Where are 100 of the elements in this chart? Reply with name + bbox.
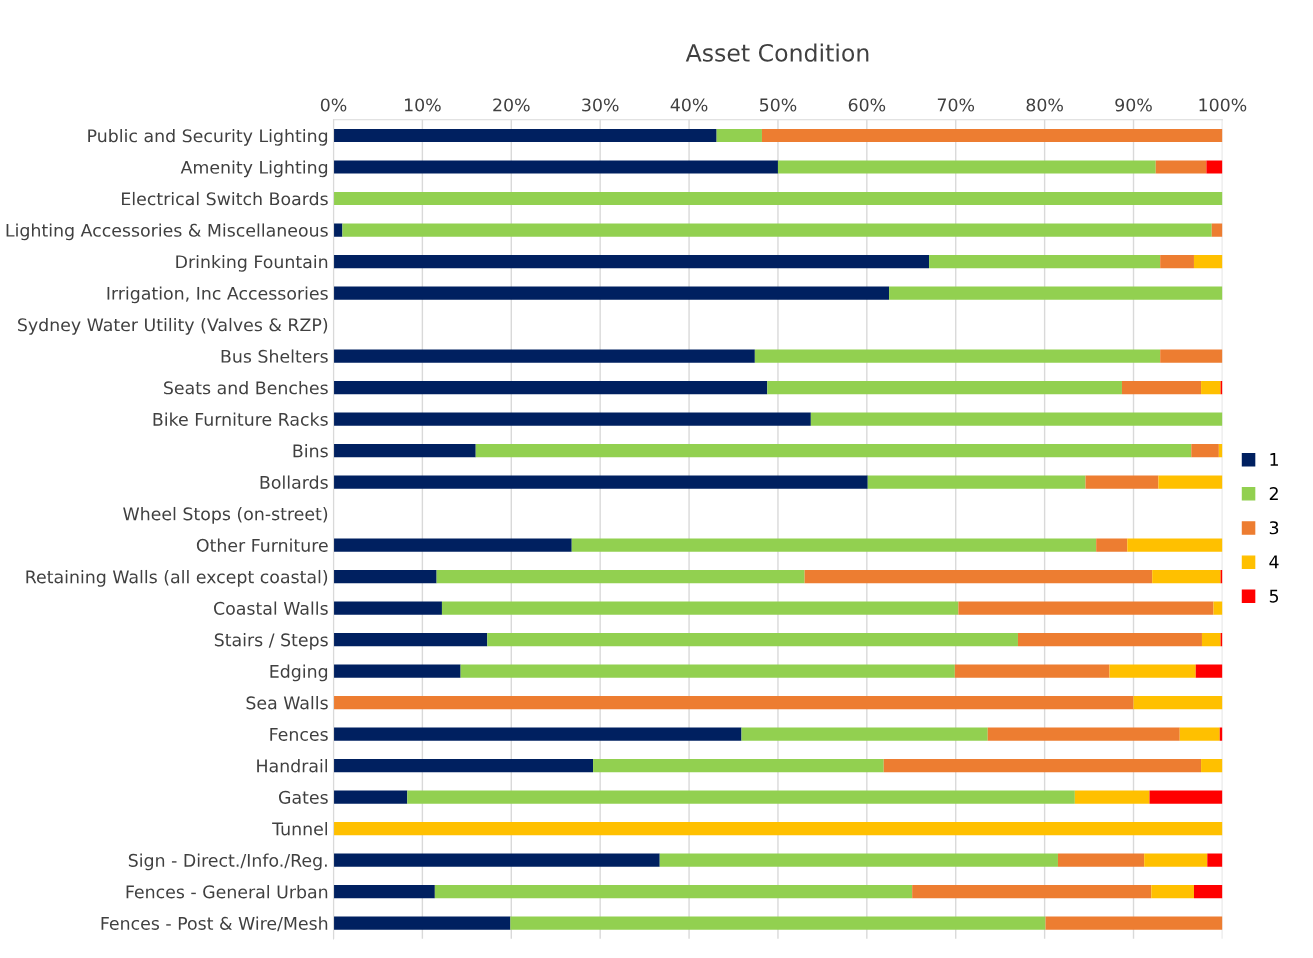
x-tick-label: 70% <box>937 98 975 112</box>
legend-label: 4 <box>1269 555 1279 569</box>
y-tick-label: Seats and Benches <box>164 380 328 395</box>
y-tick-label: Bins <box>293 443 328 458</box>
bar <box>883 758 1202 773</box>
y-tick-label: Fences - General Urban <box>126 884 328 899</box>
bar <box>1133 695 1223 710</box>
bar <box>867 475 1086 489</box>
bar <box>1127 538 1223 552</box>
bar <box>487 632 1018 647</box>
bar <box>333 223 343 237</box>
bar <box>1158 475 1223 489</box>
y-tick-label: Sea Walls <box>246 695 328 710</box>
bar <box>460 664 955 678</box>
bar <box>333 286 890 300</box>
bar <box>912 884 1152 899</box>
y-tick-label: Sydney Water Utility (Valves & RZP) <box>18 317 328 335</box>
bar <box>1017 632 1202 647</box>
y-tick-label: Bus Shelters <box>221 349 328 363</box>
x-tick-label: 60% <box>848 98 886 112</box>
bar <box>1213 601 1223 615</box>
bar <box>1160 254 1194 269</box>
x-tick-label: 100% <box>1199 98 1247 112</box>
legend-label: 1 <box>1270 453 1278 466</box>
y-tick-label: Amenity Lighting <box>180 160 328 178</box>
y-tick-label: Stairs / Steps <box>214 632 328 650</box>
bar <box>1057 853 1145 867</box>
bar <box>1201 632 1221 647</box>
y-tick-label: Handrail <box>257 758 328 773</box>
bar <box>1201 758 1223 773</box>
bar <box>333 727 742 741</box>
bar <box>1109 664 1196 678</box>
bar <box>333 569 437 584</box>
bar <box>1045 916 1223 930</box>
legend-label: 2 <box>1269 487 1278 500</box>
bar <box>333 380 768 395</box>
x-tick-label: 90% <box>1115 98 1152 112</box>
bar <box>761 128 1223 143</box>
bar <box>1207 853 1223 867</box>
bar <box>333 349 755 363</box>
bar <box>1096 538 1128 552</box>
bar <box>767 380 1122 395</box>
y-tick-label: Other Furniture <box>196 538 328 552</box>
bar <box>333 538 572 552</box>
bar <box>333 601 442 615</box>
bar <box>1193 884 1223 899</box>
bar <box>333 695 1134 710</box>
bar <box>333 916 511 930</box>
bar <box>1191 443 1219 458</box>
bar <box>659 853 1058 867</box>
legend-label: 3 <box>1269 521 1279 535</box>
y-tick-label: Edging <box>270 664 328 682</box>
bar <box>1121 380 1202 395</box>
bar <box>333 853 660 867</box>
y-tick-label: Coastal Walls <box>214 601 328 615</box>
bar <box>571 538 1097 552</box>
bar <box>1201 380 1221 395</box>
bar <box>804 569 1153 584</box>
y-tick-label: Fences <box>270 728 328 741</box>
bar <box>1152 569 1221 584</box>
bar <box>407 790 1075 804</box>
bar <box>342 223 1212 237</box>
bar <box>1206 160 1223 174</box>
bar <box>1151 884 1194 899</box>
bar <box>958 601 1214 615</box>
bar <box>889 286 1223 300</box>
y-tick-label: Public and Security Lighting <box>88 128 328 146</box>
bar <box>754 349 1161 363</box>
bar <box>333 475 868 489</box>
bar <box>333 632 488 647</box>
y-tick-label: Irrigation, Inc Accessories <box>107 286 328 304</box>
bar <box>333 191 1223 206</box>
bar <box>1085 475 1159 489</box>
y-tick-label: Wheel Stops (on-street) <box>123 506 328 524</box>
bar <box>810 412 1223 426</box>
y-tick-label: Sign - Direct./Info./Reg. <box>128 853 327 871</box>
x-tick-label: 10% <box>405 98 441 112</box>
y-tick-label: Tunnel <box>272 821 328 836</box>
bar <box>1149 790 1223 804</box>
bar <box>1160 349 1223 363</box>
x-tick-label: 0% <box>320 98 347 112</box>
x-tick-label: 80% <box>1026 98 1063 112</box>
bar <box>929 254 1161 269</box>
y-tick-label: Electrical Switch Boards <box>122 191 328 206</box>
bar <box>741 727 988 741</box>
y-tick-label: Fences - Post & Wire/Mesh <box>101 916 328 932</box>
x-tick-label: 20% <box>493 98 530 112</box>
x-tick-label: 50% <box>760 98 797 112</box>
bar <box>777 160 1156 174</box>
bar <box>1144 853 1208 867</box>
bar <box>333 412 811 426</box>
x-tick-label: 30% <box>582 98 619 112</box>
bar <box>333 128 717 143</box>
chart-title: Asset Condition <box>685 43 869 62</box>
bar <box>593 758 884 773</box>
y-tick-label: Gates <box>278 790 328 804</box>
bar <box>475 443 1192 458</box>
y-tick-label: Drinking Fountain <box>176 254 328 272</box>
bar <box>333 758 594 773</box>
bar <box>333 443 476 458</box>
